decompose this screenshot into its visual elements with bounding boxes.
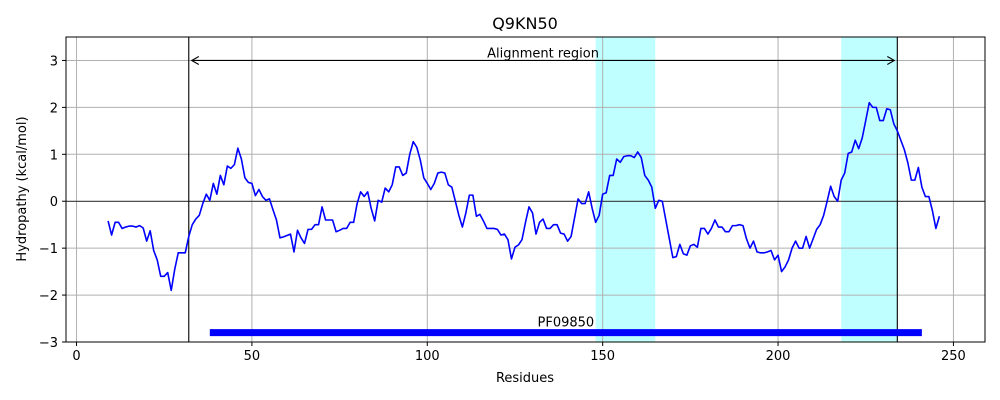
y-tick-label: −1 bbox=[39, 242, 58, 257]
y-tick-label: −2 bbox=[39, 289, 58, 304]
domain-bar-label: PF09850 bbox=[538, 316, 595, 331]
x-axis-title: Residues bbox=[496, 371, 554, 386]
alignment-arrow-left-head bbox=[190, 55, 200, 65]
x-tick-label: 50 bbox=[244, 349, 261, 364]
highlight-region-2 bbox=[841, 37, 898, 342]
y-tick-label: 2 bbox=[50, 101, 58, 116]
y-tick-label: −3 bbox=[39, 336, 58, 351]
plot-area: 0 50 100 150 200 250 −3 −2 −1 0 1 2 3 Alignment regio… bbox=[39, 36, 986, 364]
x-tick-label: 100 bbox=[415, 349, 440, 364]
x-tick-label: 200 bbox=[766, 349, 791, 364]
y-axis-title: Hydropathy (kcal/mol) bbox=[15, 116, 30, 261]
x-tick-label: 150 bbox=[590, 349, 615, 364]
y-tick-label: 1 bbox=[50, 148, 58, 163]
hydropathy-series-line bbox=[107, 101, 941, 292]
x-tick-label: 250 bbox=[941, 349, 966, 364]
y-tick-label: 3 bbox=[50, 54, 58, 69]
chart-title: Q9KN50 bbox=[492, 14, 558, 33]
plot-frame bbox=[65, 36, 986, 343]
highlight-region-1 bbox=[595, 37, 656, 342]
x-tick-label: 0 bbox=[72, 349, 80, 364]
alignment-region-label: Alignment region bbox=[487, 46, 599, 61]
y-tick-label: 0 bbox=[50, 195, 58, 210]
alignment-arrow-right-head bbox=[887, 55, 896, 65]
